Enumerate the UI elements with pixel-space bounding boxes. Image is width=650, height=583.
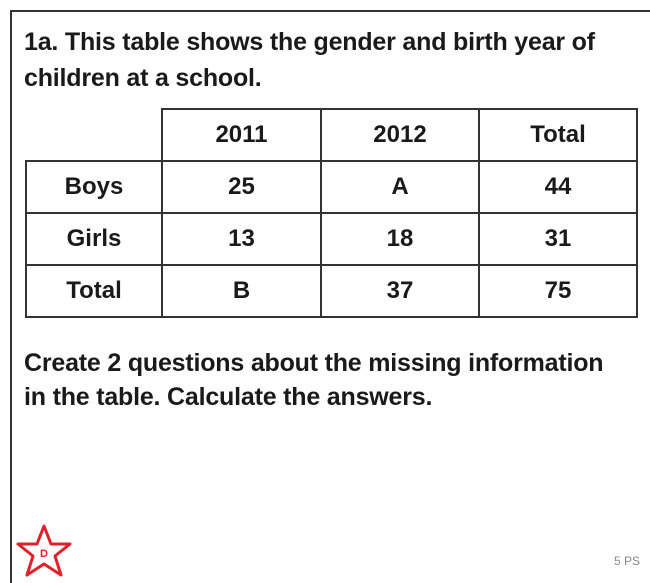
badge-letter: D [40, 548, 48, 560]
table-row: Total B 37 75 [25, 264, 638, 318]
column-header: Total [478, 108, 638, 162]
page [10, 10, 650, 583]
table-cell: 13 [161, 212, 322, 266]
table-cell: B [161, 264, 322, 318]
table-row: Boys 25 A 44 [25, 160, 638, 214]
table-cell: 75 [478, 264, 638, 318]
table-row: Girls 13 18 31 [25, 212, 638, 266]
row-header: Total [25, 264, 163, 318]
table-cell: 44 [478, 160, 638, 214]
star-badge: D [16, 524, 72, 577]
row-header: Girls [25, 212, 163, 266]
question: Create 2 questions about the missing inf… [24, 349, 604, 411]
column-header: 2012 [320, 108, 480, 162]
corner-cell [26, 109, 163, 162]
title: 1a. This table shows the gender and birt… [24, 28, 595, 92]
table-cell: 31 [478, 212, 638, 266]
table-cell: A [320, 160, 480, 214]
table-cell: 18 [320, 212, 480, 266]
table-cell: 37 [320, 264, 480, 318]
data-table: 2011 2012 Total Boys 25 A 44 Girls 13 18 31 Total B 3… [25, 108, 638, 318]
row-header: Boys [25, 160, 163, 214]
table-cell: 25 [161, 160, 322, 214]
table-row: 2011 2012 Total [26, 108, 638, 162]
column-header: 2011 [161, 108, 322, 162]
footer: 5 PS [613, 554, 640, 568]
